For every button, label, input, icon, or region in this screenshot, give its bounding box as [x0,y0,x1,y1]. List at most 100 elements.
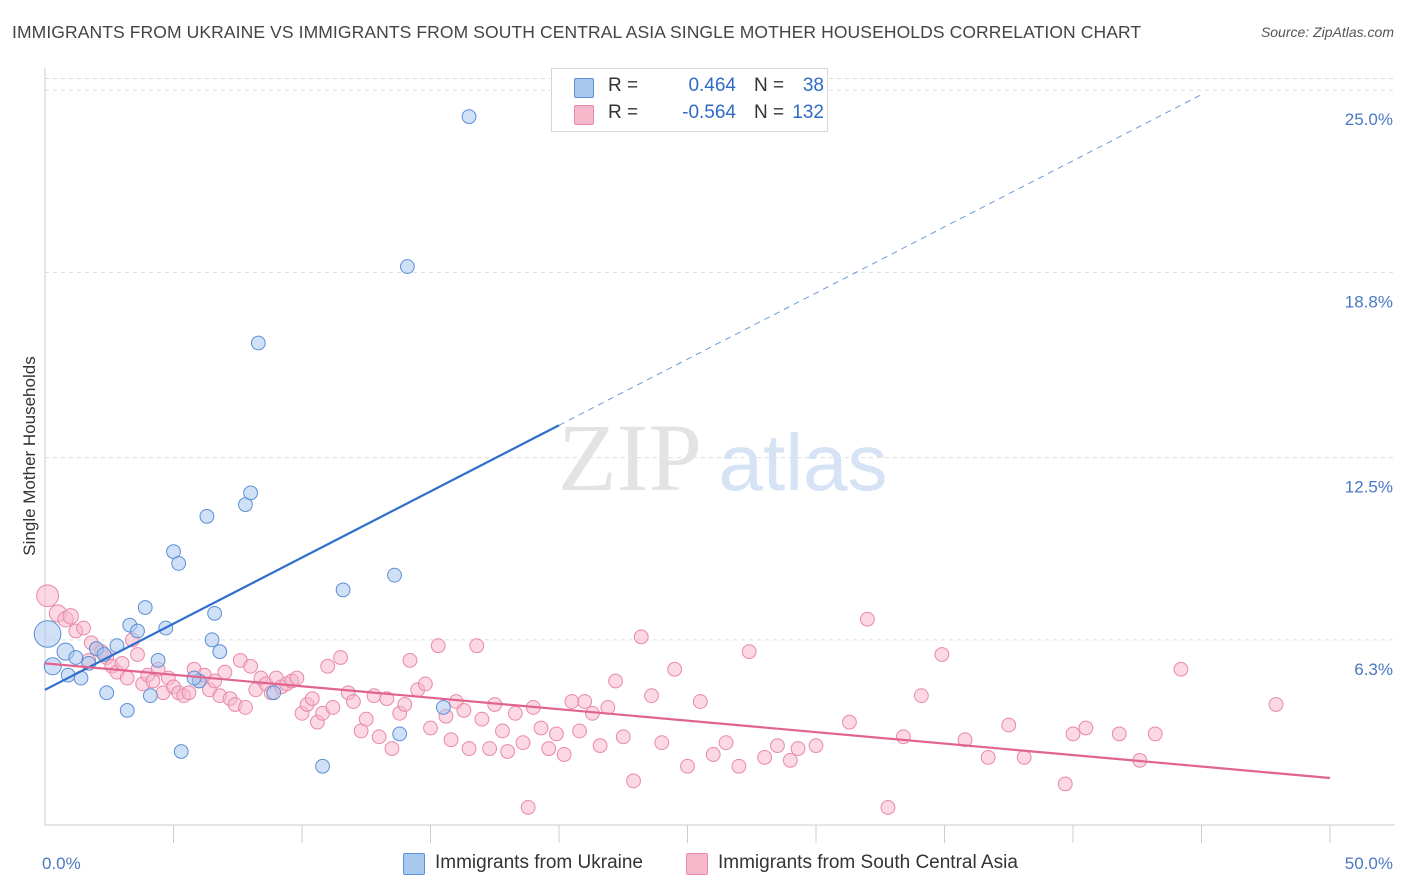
data-point-asia [243,658,259,674]
data-point-asia [62,608,79,625]
data-point-asia [741,644,757,659]
legend-n-value: 38 [802,75,824,96]
x-tick-label: 0.0% [42,854,81,873]
series-ukraine [33,109,477,774]
legend-n-label: N = [754,75,785,96]
trend-extension-ukraine [558,94,1202,426]
data-point-asia [790,741,806,756]
legend-r-label: R = [608,102,639,123]
watermark: ZIP atlas [558,404,887,511]
data-point-asia [417,676,433,692]
data-point-asia [533,720,549,736]
data-point-asia [366,688,382,704]
data-point-asia [934,647,950,662]
data-point-ukraine [266,685,282,701]
data-point-asia [304,691,320,707]
data-point-asia [333,650,348,665]
data-point-asia [1147,726,1163,742]
data-point-ukraine [130,623,145,639]
data-point-asia [718,735,734,751]
data-point-asia [692,694,708,709]
data-point-asia [782,752,798,768]
legend-r-value: 0.464 [688,75,736,96]
data-point-asia [667,661,683,677]
data-point-asia [592,738,608,754]
data-point-asia [1057,776,1073,792]
data-point-asia [770,738,785,754]
data-point-asia [731,758,747,774]
data-point-asia [119,670,135,686]
data-point-asia [842,714,857,730]
data-point-asia [500,744,516,759]
data-point-asia [181,685,197,701]
data-point-asia [217,664,233,680]
axes [44,68,1395,843]
data-point-asia [238,700,253,715]
data-point-asia [130,647,145,662]
data-point-ukraine [399,259,415,274]
watermark-zip: ZIP [558,404,702,511]
legend-swatch-ukraine [574,78,594,98]
data-point-asia [1173,661,1189,677]
data-point-asia [1065,726,1081,742]
data-point-asia [461,741,477,756]
axis-labels: 6.3% 12.5% 18.8% 25.0% 0.0% 50.0% [42,110,1393,873]
data-point-asia [1016,749,1032,765]
data-point-asia [757,749,772,765]
y-axis-label: Single Mother Households [20,356,39,555]
data-point-ukraine [99,685,115,701]
data-point-asia [482,741,498,756]
data-point-asia [556,747,572,762]
data-point-asia [515,735,531,751]
data-point-ukraine [199,508,215,524]
data-point-asia [680,758,695,774]
y-tick-label: 18.8% [1345,292,1393,311]
data-point-ukraine [137,600,153,615]
y-tick-label: 25.0% [1345,110,1393,129]
chart-title: IMMIGRANTS FROM UKRAINE VS IMMIGRANTS FR… [12,22,1142,42]
y-tick-label: 12.5% [1345,478,1393,497]
bottom-legend-swatch-ukraine [403,853,425,875]
data-point-asia [913,688,929,704]
data-point-asia [423,720,438,736]
legend: R = 0.464 N = 38 R = -0.564 N = 132 [551,68,828,132]
data-point-ukraine [150,653,166,668]
trend-line-asia [44,662,1331,780]
data-point-ukraine [171,556,187,571]
data-point-asia [1268,697,1284,712]
data-point-asia [289,670,305,686]
data-point-asia [895,729,911,745]
data-point-asia [474,711,490,727]
bottom-legend-swatch-asia [686,853,708,875]
data-point-asia [880,799,896,815]
x-tick-label: 50.0% [1345,854,1393,873]
data-point-asia [371,729,387,745]
data-point-asia [397,697,413,712]
source-label: Source: ZipAtlas.com [1260,24,1394,40]
legend-n-value: 132 [792,102,824,123]
data-point-ukraine [119,702,135,718]
data-point-asia [564,694,580,709]
data-point-ukraine [461,109,477,125]
data-point-asia [1001,717,1017,733]
data-point-asia [980,749,996,765]
data-point-asia [541,741,557,756]
data-point-asia [808,738,824,754]
data-point-ukraine [435,700,451,715]
data-point-asia [654,735,670,751]
trend-lines [44,94,1331,780]
trend-line-ukraine [44,424,560,691]
data-point-asia [114,655,130,671]
data-point-asia [76,620,91,636]
data-point-ukraine [33,620,62,648]
data-point-ukraine [212,644,228,659]
data-point-asia [633,629,649,645]
data-point-ukraine [142,688,158,704]
data-point-ukraine [173,744,189,759]
data-point-asia [320,658,336,674]
data-point-asia [860,611,875,627]
data-point-ukraine [207,605,223,621]
data-point-asia [1111,726,1127,742]
data-point-asia [644,688,659,704]
